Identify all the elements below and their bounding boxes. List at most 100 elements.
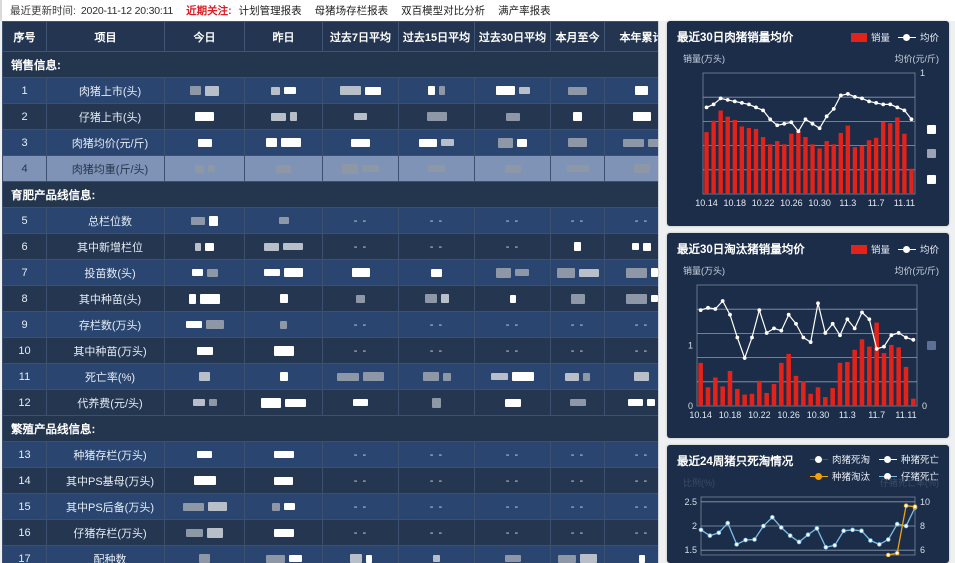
table-row[interactable]: 16 仔猪存栏(万头) - -- -- -- -- - [2,519,658,546]
col-header-avg-7d[interactable]: 过去7日平均 [322,21,399,52]
row-value-cell [244,389,323,416]
table-row[interactable]: 4 肉猪均重(斤/头) [2,155,658,182]
table-row[interactable]: 17 配种数 [2,545,658,563]
table-row[interactable]: 11 死亡率(%) [2,363,658,390]
row-item-name: 其中新增栏位 [46,233,165,260]
row-value-cell: - - [550,441,605,468]
table-row[interactable]: 10 其中种苗(万头) - -- -- -- -- - [2,337,658,364]
table-row[interactable]: 5 总栏位数 - -- -- -- -- - [2,207,658,234]
row-value-cell: - - [398,233,475,260]
chart1-redacted-tick-3 [927,175,936,184]
chart3-legend-row-2: 种猪淘汰 仔猪死亡 [809,469,939,483]
row-value-cell [550,545,605,563]
row-value-cell [322,155,399,182]
chart1-legend-volume[interactable]: 销量 [850,30,890,44]
chart1-ylabel-right: 均价(元/斤) [894,54,940,64]
chart2-legend-volume-label: 销量 [870,245,890,256]
chart1-ylabel-left: 销量(万头) [683,54,725,64]
svg-text:6: 6 [920,545,925,555]
col-header-index[interactable]: 序号 [2,21,47,52]
chart1-axis-labels: 销量(万头) 均价(元/斤) [677,52,939,65]
row-index: 17 [2,545,47,563]
chart3-legend-breeder-cull-label: 种猪淘汰 [831,472,870,483]
row-value-cell [550,129,605,156]
chart3-ylabel-left: 比例(%) [683,478,715,488]
table-row[interactable]: 3 肉猪均价(元/斤) [2,129,658,156]
chart-card-weekly-mortality-24w[interactable]: 最近24周猪只死淘情况 肉猪死淘 种猪 [667,445,949,563]
row-value-cell [322,259,399,286]
chart3-plot[interactable]: 2.5 2 1.5 10 8 6 [677,491,939,557]
table-row[interactable]: 12 代养费(元/头) [2,389,658,416]
row-item-name: 其中PS基母(万头) [46,467,165,494]
chart-card-pig-sales-30d[interactable]: 最近30日肉猪销量均价 销量 均价 销量(万头) 均价(元/ [667,21,949,226]
chart3-legend-piglet-death-label: 仔猪死亡 [900,472,939,483]
row-index: 15 [2,493,47,520]
row-value-cell: - - [322,493,399,520]
table-row[interactable]: 13 种猪存栏(万头) - -- -- -- -- - [2,441,658,468]
row-item-name: 总栏位数 [46,207,165,234]
svg-text:10.22: 10.22 [752,198,775,208]
row-value-cell [244,545,323,563]
row-value-cell: - - [474,207,551,234]
table-row[interactable]: 9 存栏数(万头) - -- -- -- -- - [2,311,658,338]
chart2-legend-avgprice[interactable]: 均价 [897,242,939,256]
col-header-year-to-date[interactable]: 本年累计 [604,21,658,52]
chart1-title: 最近30日肉猪销量均价 [677,32,794,44]
col-header-avg-15d[interactable]: 过去15日平均 [398,21,475,52]
row-value-cell [164,77,245,104]
chart2-plot[interactable]: 0 1 0 10.14 10.18 10.22 10.26 10.30 11.3 11.7 11.1… [677,279,939,424]
row-value-cell [604,103,658,130]
chart3-legend: 肉猪死淘 种猪死亡 [809,452,939,483]
chart3-legend-pig-mortality[interactable]: 肉猪死淘 [809,452,870,466]
table-header-row: 序号 项目 今日 昨日 过去7日平均 过去15日平均 过去30日平均 本月至今 … [2,21,658,52]
table-row[interactable]: 7 投苗数(头) [2,259,658,286]
table-row[interactable]: 8 其中种苗(头) [2,285,658,312]
row-value-cell: - - [322,311,399,338]
row-item-name: 肉猪均价(元/斤) [46,129,165,156]
metrics-table-panel[interactable]: 序号 项目 今日 昨日 过去7日平均 过去15日平均 过去30日平均 本月至今 … [2,21,659,563]
chart1-plot[interactable]: 1 10.14 10.18 10.22 10.26 10.30 11.3 11.7 11.11 [677,67,939,212]
table-row[interactable]: 15 其中PS后备(万头) - -- -- -- -- - [2,493,658,520]
row-value-cell [398,363,475,390]
chart3-svg: 2.5 2 1.5 10 8 6 [684,496,930,557]
svg-text:10.30: 10.30 [807,410,830,420]
row-item-name: 种猪存栏(万头) [46,441,165,468]
row-value-cell [244,519,323,546]
chart3-ylabel-right: 仔猪死亡率(%) [880,478,939,488]
table-row[interactable]: 1 肉猪上市(头) [2,77,658,104]
row-item-name: 仔猪上市(头) [46,103,165,130]
row-index: 14 [2,467,47,494]
table-row[interactable]: 6 其中新增栏位 - -- -- - [2,233,658,260]
col-header-item[interactable]: 项目 [46,21,165,52]
table-row[interactable]: 2 仔猪上市(头) [2,103,658,130]
chart1-legend-avgprice[interactable]: 均价 [897,30,939,44]
chart3-legend-breeder-death[interactable]: 种猪死亡 [878,452,939,466]
chart2-legend-volume[interactable]: 销量 [850,242,890,256]
col-header-month-to-date[interactable]: 本月至今 [550,21,605,52]
link-full-capacity-rate-report[interactable]: 满产率报表 [498,5,551,17]
chart2-title: 最近30日淘汰猪销量均价 [677,244,805,256]
row-value-cell [164,441,245,468]
link-double-hundred-model-comparison[interactable]: 双百模型对比分析 [401,5,486,17]
row-item-name: 存栏数(万头) [46,311,165,338]
table-row[interactable]: 14 其中PS基母(万头) - -- -- -- -- - [2,467,658,494]
chart3-legend-piglet-death[interactable]: 仔猪死亡 [878,469,939,483]
chart-card-cull-sales-30d[interactable]: 最近30日淘汰猪销量均价 销量 均价 销量(万头) 均价(元 [667,233,949,438]
row-value-cell [550,363,605,390]
link-sow-farm-inventory-report[interactable]: 母猪场存栏报表 [314,5,389,17]
row-value-cell [164,207,245,234]
row-value-cell [604,285,658,312]
svg-text:0: 0 [688,401,693,411]
svg-text:2.5: 2.5 [684,497,697,507]
col-header-yesterday[interactable]: 昨日 [244,21,323,52]
row-item-name: 配种数 [46,545,165,563]
row-value-cell: - - [550,337,605,364]
col-header-avg-30d[interactable]: 过去30日平均 [474,21,551,52]
line-marker-swatch-icon [897,33,916,41]
chart3-legend-breeder-cull[interactable]: 种猪淘汰 [809,469,870,483]
col-header-today[interactable]: 今日 [164,21,245,52]
row-value-cell [550,155,605,182]
svg-text:11.11: 11.11 [894,198,915,208]
link-plan-management-report[interactable]: 计划管理报表 [238,5,302,17]
